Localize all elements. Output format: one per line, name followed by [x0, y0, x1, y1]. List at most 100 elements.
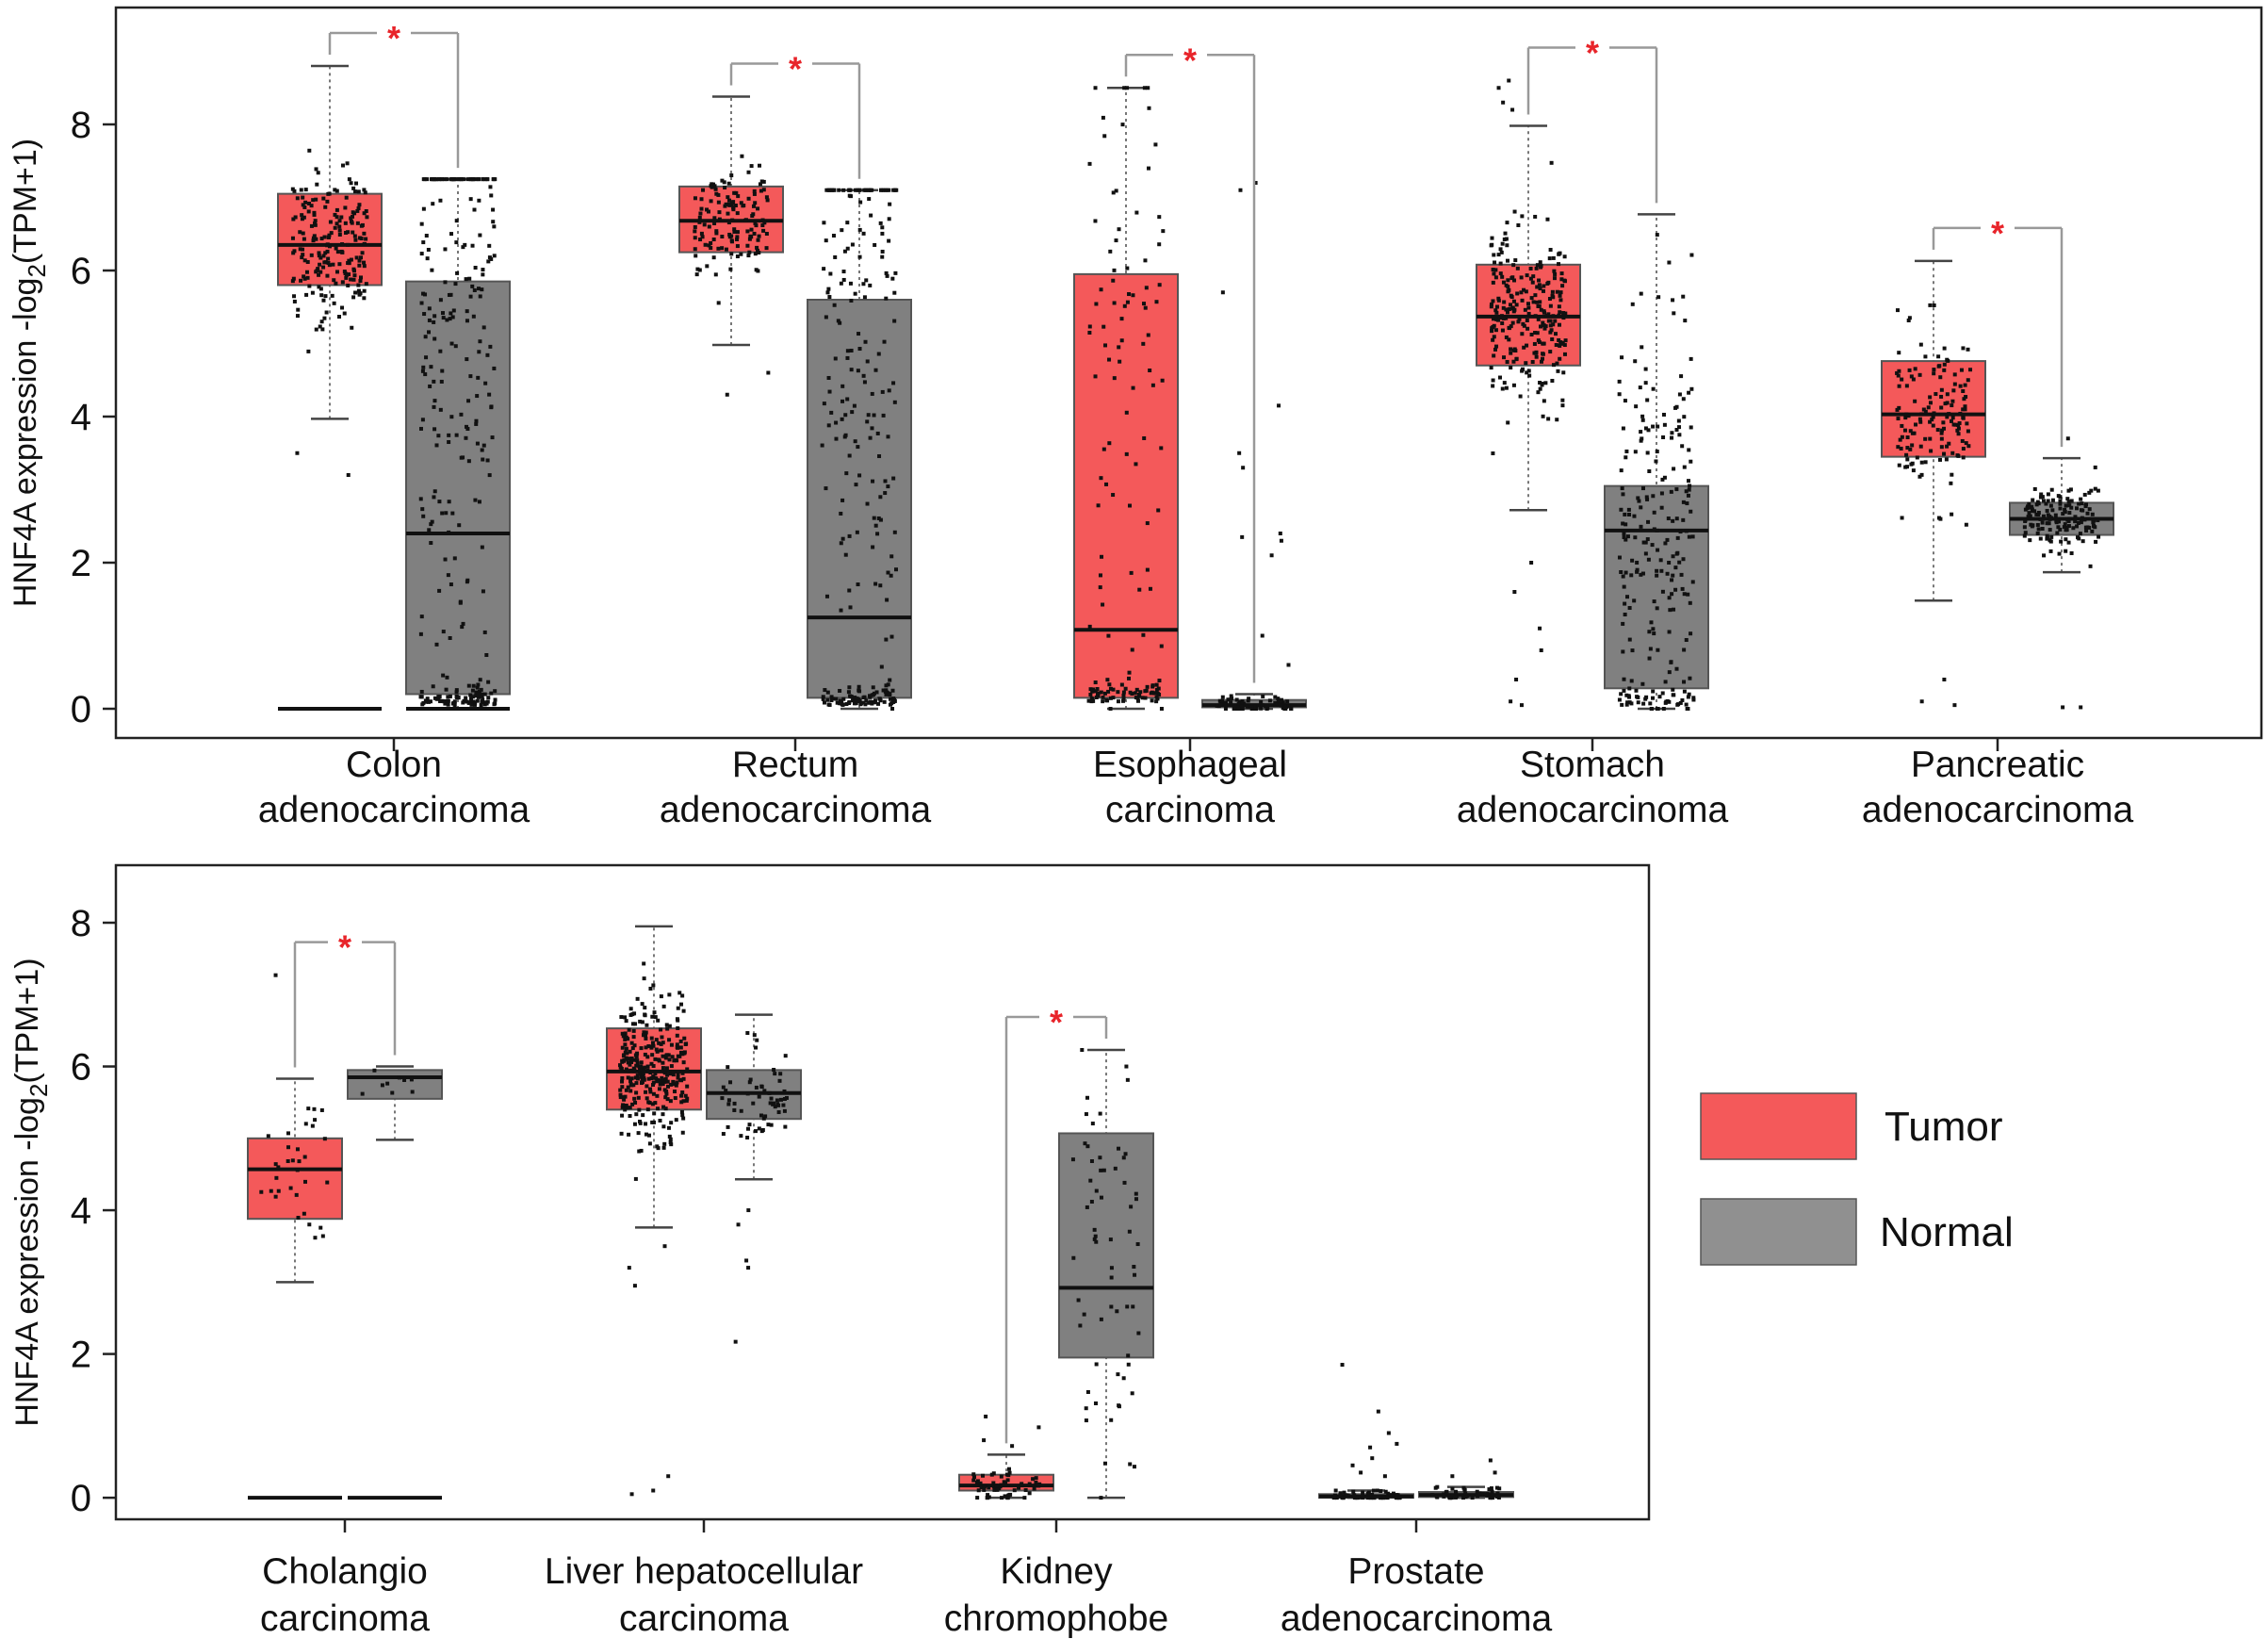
data-point — [890, 276, 895, 281]
data-point — [486, 696, 491, 700]
data-point — [1370, 1456, 1375, 1461]
data-point — [465, 427, 470, 432]
data-point — [873, 242, 877, 247]
data-point — [476, 682, 481, 687]
data-point — [822, 267, 826, 271]
data-point — [1556, 369, 1560, 373]
data-point — [1525, 343, 1529, 348]
data-point — [340, 163, 345, 168]
data-point — [1629, 701, 1634, 706]
significance-star: * — [1050, 1003, 1063, 1041]
data-point — [477, 198, 481, 203]
data-point — [1527, 373, 1532, 378]
data-point — [1939, 431, 1944, 435]
data-point — [493, 697, 498, 702]
data-point — [450, 177, 455, 182]
data-point — [1640, 418, 1645, 422]
data-point — [1963, 404, 1967, 409]
data-point — [2064, 549, 2068, 553]
data-point — [1908, 447, 1913, 451]
data-point — [656, 1106, 661, 1111]
data-point — [1338, 1494, 1343, 1499]
data-point — [2076, 535, 2080, 540]
data-point — [484, 177, 489, 182]
data-point — [1489, 302, 1493, 306]
data-point — [1686, 479, 1690, 484]
data-point — [449, 341, 454, 346]
data-point — [662, 1071, 667, 1075]
data-point — [2090, 512, 2095, 516]
data-point — [465, 177, 470, 182]
data-point — [445, 698, 449, 703]
data-point — [328, 220, 333, 224]
data-point — [1108, 707, 1113, 711]
data-point — [432, 404, 436, 409]
data-point — [2031, 498, 2035, 502]
data-point — [1372, 1496, 1377, 1500]
data-point — [1379, 1494, 1383, 1499]
data-point — [679, 1093, 684, 1098]
data-point — [2027, 511, 2031, 516]
data-point — [351, 210, 355, 215]
data-point — [1240, 699, 1245, 704]
data-point — [735, 235, 740, 239]
data-point — [409, 1077, 414, 1082]
data-point — [1651, 689, 1656, 694]
data-point — [668, 1137, 673, 1141]
data-point — [1898, 437, 1902, 442]
data-point — [334, 207, 339, 212]
data-point — [1131, 293, 1135, 298]
data-point — [1670, 435, 1674, 440]
data-point — [706, 209, 710, 214]
data-point — [759, 1113, 763, 1118]
data-point — [1659, 505, 1664, 510]
data-point — [630, 1102, 635, 1106]
data-point — [1648, 647, 1653, 651]
data-point — [1111, 278, 1116, 283]
data-point — [759, 179, 764, 184]
data-point — [1918, 419, 1923, 424]
data-point — [720, 1096, 725, 1101]
data-point — [697, 268, 702, 272]
data-point — [464, 424, 468, 429]
data-point — [444, 511, 449, 516]
data-point — [1626, 507, 1631, 512]
data-point — [477, 177, 481, 182]
data-point — [1383, 1489, 1388, 1494]
data-point — [653, 1071, 658, 1075]
data-point — [757, 1094, 761, 1099]
data-point — [1561, 370, 1566, 375]
data-point — [878, 495, 883, 500]
data-point — [472, 287, 477, 292]
data-point — [662, 1141, 667, 1146]
data-point — [317, 272, 321, 277]
tumor-box — [1073, 86, 1179, 711]
data-point — [1667, 560, 1672, 565]
data-point — [783, 1124, 788, 1129]
data-point — [2056, 525, 2061, 530]
data-point — [1896, 445, 1901, 450]
data-point — [619, 1066, 624, 1071]
data-point — [764, 195, 769, 200]
data-point — [1088, 692, 1093, 697]
data-point — [863, 339, 868, 344]
data-point — [857, 347, 862, 352]
data-point — [642, 1075, 646, 1080]
data-point — [854, 483, 858, 487]
data-point — [668, 1099, 673, 1104]
data-point — [643, 1052, 647, 1057]
data-point — [1686, 592, 1690, 597]
data-point — [1159, 644, 1164, 648]
data-point — [1093, 86, 1098, 90]
data-point — [752, 191, 757, 196]
data-point — [772, 1101, 776, 1106]
data-point — [362, 241, 367, 246]
data-point — [471, 683, 476, 688]
data-point — [1541, 341, 1545, 346]
data-point — [2076, 520, 2080, 525]
data-point — [891, 476, 896, 481]
data-point — [1958, 411, 1963, 416]
data-point — [486, 259, 491, 264]
data-point — [349, 257, 353, 262]
data-point — [1670, 592, 1674, 597]
